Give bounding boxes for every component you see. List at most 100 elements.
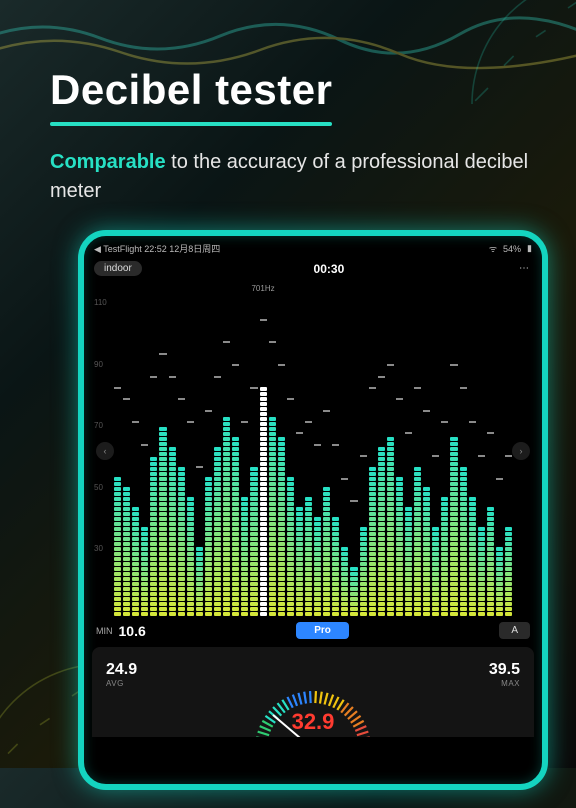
peak-marker bbox=[414, 387, 421, 389]
spectrum-bar bbox=[114, 298, 121, 616]
spectrum-bar bbox=[214, 298, 221, 616]
spectrum-bar bbox=[378, 298, 385, 616]
peak-marker bbox=[505, 455, 512, 457]
peak-marker bbox=[287, 398, 294, 400]
peak-marker bbox=[241, 421, 248, 423]
peak-marker bbox=[460, 387, 467, 389]
weighting-a-button[interactable]: A bbox=[499, 622, 530, 639]
spectrum-bar bbox=[196, 298, 203, 616]
spectrum-bar bbox=[296, 298, 303, 616]
wifi-icon: ᯤ bbox=[489, 242, 497, 255]
avg-value: 24.9 bbox=[106, 661, 137, 679]
peak-marker bbox=[141, 444, 148, 446]
min-value: 10.6 bbox=[119, 623, 146, 639]
peak-marker bbox=[469, 421, 476, 423]
bottom-panel: 24.9 AVG 39.5 MAX 32.9 bbox=[92, 647, 534, 737]
peak-marker bbox=[214, 376, 221, 378]
more-icon[interactable]: ⋯ bbox=[516, 263, 532, 274]
avg-label: AVG bbox=[106, 679, 137, 688]
spectrum-chart: ‹ › 11090705030 701Hz bbox=[92, 286, 534, 616]
peak-marker bbox=[341, 478, 348, 480]
peak-marker bbox=[169, 376, 176, 378]
spectrum-bar bbox=[287, 298, 294, 616]
spectrum-bar bbox=[369, 298, 376, 616]
spectrum-bar bbox=[187, 298, 194, 616]
spectrum-bar: 701Hz bbox=[260, 298, 267, 616]
spectrum-bar bbox=[478, 298, 485, 616]
y-axis-label: 110 bbox=[94, 298, 107, 307]
spectrum-bar bbox=[141, 298, 148, 616]
peak-marker bbox=[250, 387, 257, 389]
spectrum-bar bbox=[169, 298, 176, 616]
subheading: Comparable to the accuracy of a professi… bbox=[50, 148, 546, 206]
db-reading: 32.9 bbox=[292, 709, 335, 735]
spectrum-bar bbox=[323, 298, 330, 616]
spectrum-bar bbox=[496, 298, 503, 616]
page-title: Decibel tester bbox=[50, 66, 546, 114]
peak-marker bbox=[205, 410, 212, 412]
chart-prev-button[interactable]: ‹ bbox=[96, 442, 114, 460]
peak-marker bbox=[432, 455, 439, 457]
spectrum-bar bbox=[241, 298, 248, 616]
max-value: 39.5 bbox=[489, 661, 520, 679]
peak-marker bbox=[496, 478, 503, 480]
y-axis-label: 70 bbox=[94, 421, 103, 430]
device-frame: ◀ TestFlight 22:52 12月8日周四 ᯤ 54% ▮ indoo… bbox=[78, 230, 548, 790]
peak-marker bbox=[350, 500, 357, 502]
battery-pct: 54% bbox=[503, 244, 521, 254]
spectrum-bar bbox=[487, 298, 494, 616]
peak-marker bbox=[296, 432, 303, 434]
peak-marker bbox=[378, 376, 385, 378]
freq-label: 701Hz bbox=[251, 284, 274, 293]
spectrum-bar bbox=[223, 298, 230, 616]
statusbar-left: ◀ TestFlight 22:52 12月8日周四 bbox=[94, 242, 220, 255]
peak-marker bbox=[487, 432, 494, 434]
spectrum-bar bbox=[269, 298, 276, 616]
peak-marker bbox=[132, 421, 139, 423]
spectrum-bar bbox=[123, 298, 130, 616]
peak-marker bbox=[123, 398, 130, 400]
spectrum-bar bbox=[387, 298, 394, 616]
spectrum-bar bbox=[178, 298, 185, 616]
spectrum-bar bbox=[505, 298, 512, 616]
peak-marker bbox=[232, 364, 239, 366]
bg-wave bbox=[0, 10, 576, 70]
max-label: MAX bbox=[489, 679, 520, 688]
spectrum-bar bbox=[432, 298, 439, 616]
spectrum-bar bbox=[405, 298, 412, 616]
spectrum-bar bbox=[396, 298, 403, 616]
spectrum-bar bbox=[469, 298, 476, 616]
spectrum-bar bbox=[205, 298, 212, 616]
peak-marker bbox=[423, 410, 430, 412]
peak-marker bbox=[360, 455, 367, 457]
peak-marker bbox=[450, 364, 457, 366]
peak-marker bbox=[405, 432, 412, 434]
pro-button[interactable]: Pro bbox=[296, 622, 349, 639]
battery-icon: ▮ bbox=[527, 243, 532, 254]
spectrum-bar bbox=[450, 298, 457, 616]
spectrum-bar bbox=[250, 298, 257, 616]
peak-marker bbox=[314, 444, 321, 446]
spectrum-bar bbox=[150, 298, 157, 616]
min-label: MIN bbox=[96, 626, 113, 636]
y-axis-label: 50 bbox=[94, 483, 103, 492]
spectrum-bar bbox=[332, 298, 339, 616]
spectrum-bar bbox=[460, 298, 467, 616]
peak-marker bbox=[150, 376, 157, 378]
spectrum-bar bbox=[423, 298, 430, 616]
mode-pill[interactable]: indoor bbox=[94, 261, 142, 276]
peak-marker bbox=[323, 410, 330, 412]
spectrum-bar bbox=[132, 298, 139, 616]
peak-marker bbox=[223, 341, 230, 343]
y-axis-label: 30 bbox=[94, 544, 103, 553]
peak-marker bbox=[196, 466, 203, 468]
spectrum-bar bbox=[341, 298, 348, 616]
spectrum-bar bbox=[232, 298, 239, 616]
statusbar-right: ᯤ 54% ▮ bbox=[489, 242, 532, 255]
peak-marker bbox=[305, 421, 312, 423]
spectrum-bar bbox=[278, 298, 285, 616]
spectrum-bar bbox=[414, 298, 421, 616]
chart-next-button[interactable]: › bbox=[512, 442, 530, 460]
spectrum-bar bbox=[441, 298, 448, 616]
subheading-accent: Comparable bbox=[50, 151, 166, 173]
